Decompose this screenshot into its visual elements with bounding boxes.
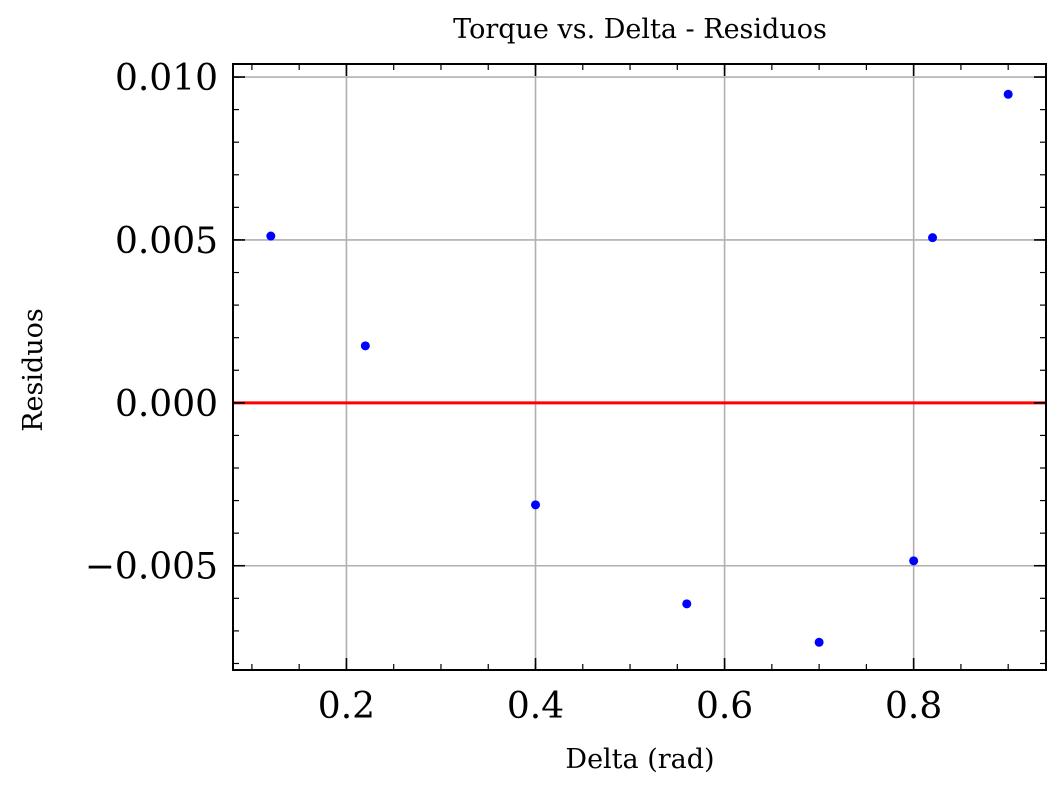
data-point [531,500,541,510]
y-tick-label: 0.010 [115,58,218,99]
data-point [909,556,919,566]
data-point [928,233,938,243]
chart-title: Torque vs. Delta - Residuos [453,14,827,45]
data-point [266,231,276,241]
x-tick-label: 0.2 [318,686,375,727]
y-tick-label: 0.000 [115,384,218,425]
x-tick-label: 0.6 [696,686,753,727]
x-tick-label: 0.4 [507,686,564,727]
x-tick-label: 0.8 [885,686,942,727]
data-point [682,599,692,609]
y-axis-label: Residuos [18,308,49,432]
y-tick-label: 0.005 [115,221,218,262]
data-point [814,637,824,647]
y-tick-label: −0.005 [85,547,218,588]
plot-area: 0.2 0.4 0.6 0.8 0.010 0.005 0.000 −0.005 [85,58,1047,727]
data-point [1003,89,1013,99]
plot-frame [232,63,1047,671]
data-point [360,341,370,351]
x-axis-label: Delta (rad) [565,744,714,775]
